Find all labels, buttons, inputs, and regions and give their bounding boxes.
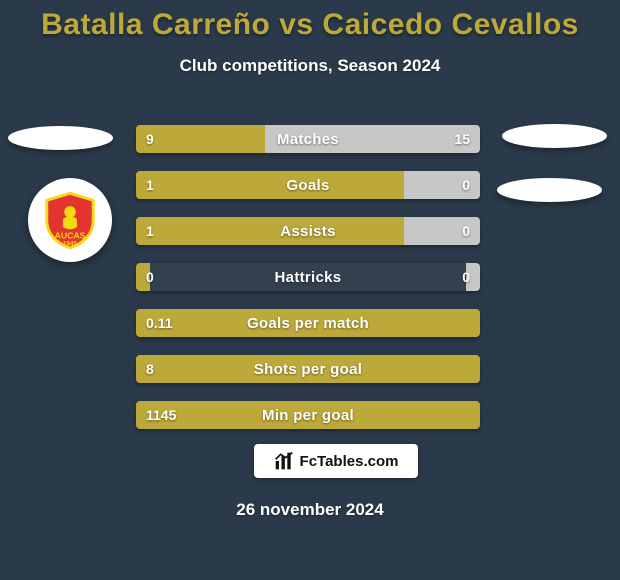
svg-text:AUCAS: AUCAS xyxy=(55,231,86,241)
stat-value-left: 8 xyxy=(136,355,164,383)
stat-row: Matches9 15 xyxy=(136,125,480,153)
stat-value-left: 0 xyxy=(136,263,164,291)
stat-row: Shots per goal8 xyxy=(136,355,480,383)
stat-row: Assists1 0 xyxy=(136,217,480,245)
stat-label: Min per goal xyxy=(136,401,480,429)
club-crest-left: AUCAS 1945 xyxy=(28,178,112,262)
stat-label: Matches xyxy=(136,125,480,153)
stat-value-right: 0 xyxy=(452,171,480,199)
site-logo-text: FcTables.com xyxy=(300,453,399,470)
stat-value-left: 0.11 xyxy=(136,309,182,337)
stat-value-left: 9 xyxy=(136,125,164,153)
stat-value-right: 0 xyxy=(452,217,480,245)
stat-row: Min per goal1145 xyxy=(136,401,480,429)
stat-label: Hattricks xyxy=(136,263,480,291)
stat-value-right: 0 xyxy=(452,263,480,291)
flag-ellipse-left xyxy=(8,126,113,150)
flag-ellipse-right xyxy=(502,124,607,148)
flag-ellipse-right-2 xyxy=(497,178,602,202)
subtitle: Club competitions, Season 2024 xyxy=(0,56,620,76)
stat-label: Shots per goal xyxy=(136,355,480,383)
page-title: Batalla Carreño vs Caicedo Cevallos xyxy=(0,0,620,42)
stats-bars: Matches915Goals10Assists10Hattricks00Goa… xyxy=(136,125,480,447)
shield-icon: AUCAS 1945 xyxy=(41,191,99,249)
stat-row: Goals per match0.11 xyxy=(136,309,480,337)
stat-value-left: 1 xyxy=(136,171,164,199)
card-root: Batalla Carreño vs Caicedo Cevallos Club… xyxy=(0,0,620,580)
stat-row: Goals1 0 xyxy=(136,171,480,199)
svg-text:1945: 1945 xyxy=(63,241,78,248)
stat-value-left: 1145 xyxy=(136,401,186,429)
stat-label: Goals xyxy=(136,171,480,199)
stat-value-left: 1 xyxy=(136,217,164,245)
stat-label: Assists xyxy=(136,217,480,245)
stat-value-right: 15 xyxy=(444,125,480,153)
date-label: 26 november 2024 xyxy=(0,500,620,520)
chart-icon xyxy=(274,451,294,471)
stat-label: Goals per match xyxy=(136,309,480,337)
site-logo: FcTables.com xyxy=(254,444,418,478)
stat-row: Hattricks0 0 xyxy=(136,263,480,291)
